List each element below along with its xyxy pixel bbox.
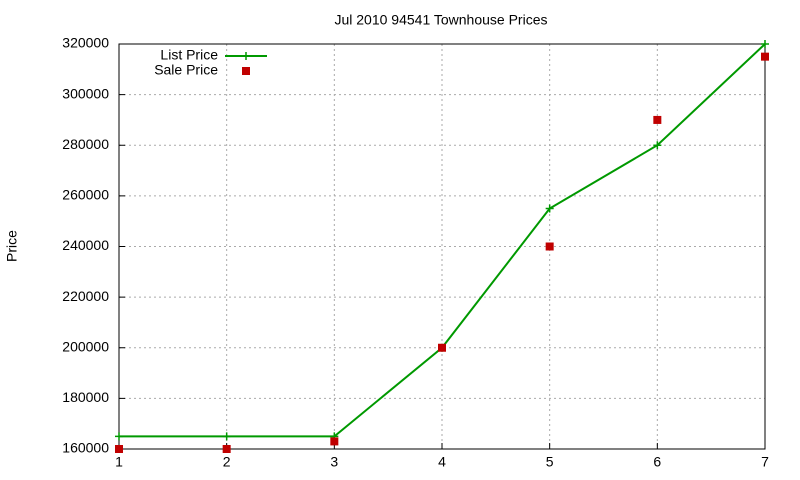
x-tick-label: 4 [438, 454, 446, 470]
point-marker [545, 204, 554, 213]
y-tick-label: 300000 [62, 85, 109, 101]
point-marker [115, 445, 123, 453]
point-marker [653, 141, 662, 150]
point-marker [653, 115, 662, 124]
y-tick-label: 240000 [62, 237, 109, 253]
legend-label: List Price [160, 47, 218, 63]
legend-marker [242, 67, 250, 75]
y-tick-label: 200000 [62, 338, 109, 354]
point-marker [222, 432, 231, 441]
plot-border [118, 43, 766, 450]
y-tick-label: 220000 [62, 288, 109, 304]
y-tick-label: 320000 [62, 35, 109, 51]
x-tick-label: 6 [653, 454, 661, 470]
y-axis-label: Price [4, 230, 20, 262]
point-marker [761, 52, 769, 61]
legend-marker [242, 52, 250, 60]
point-marker [761, 40, 769, 48]
chart-title: Jul 2010 94541 Townhouse Prices [334, 12, 547, 28]
point-marker [115, 432, 123, 441]
x-tick-label: 7 [761, 454, 769, 470]
legend-label: Sale Price [154, 62, 218, 78]
y-tick-label: 160000 [62, 440, 109, 456]
y-tick-label: 180000 [62, 389, 109, 405]
x-tick-label: 3 [330, 454, 338, 470]
y-tick-label: 260000 [62, 187, 109, 203]
point-marker [438, 343, 446, 352]
point-marker [330, 437, 339, 446]
x-tick-label: 1 [115, 454, 123, 470]
x-tick-label: 2 [223, 454, 231, 470]
x-tick-label: 5 [546, 454, 554, 470]
y-tick-label: 280000 [62, 136, 109, 152]
point-marker [222, 445, 231, 453]
point-marker [545, 242, 554, 251]
